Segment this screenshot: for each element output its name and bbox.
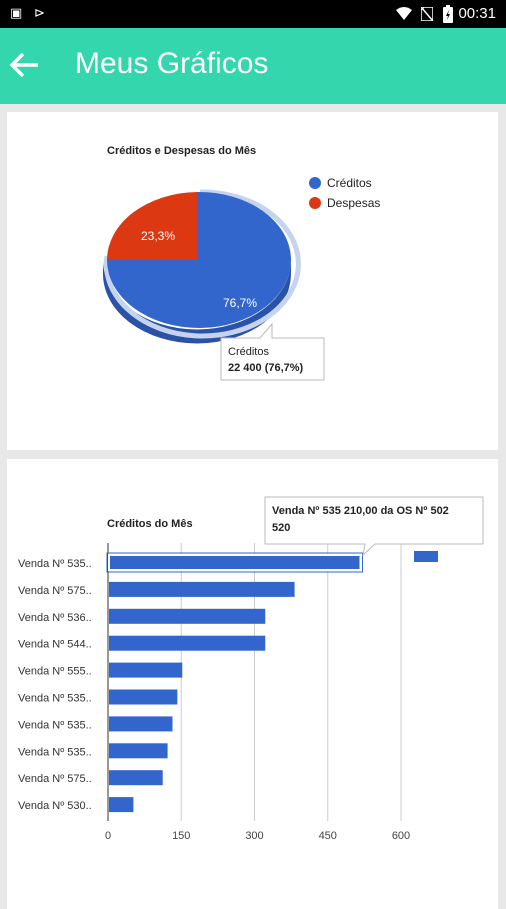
bar-category-label: Venda Nº 536.. — [18, 612, 92, 624]
pie-slice-creditos[interactable] — [107, 191, 291, 328]
bar-overflow-segment — [414, 551, 438, 562]
image-notification-icon: ▣ — [10, 6, 23, 21]
legend-label-despesas: Despesas — [327, 196, 380, 210]
bar-category-label: Venda Nº 535.. — [18, 719, 92, 731]
bar-1[interactable] — [109, 581, 295, 597]
page-title: Meus Gráficos — [75, 47, 269, 80]
x-tick-label: 0 — [105, 830, 111, 842]
play-notification-icon: ⊳ — [34, 6, 45, 21]
legend-label-creditos: Créditos — [327, 176, 372, 190]
bar-9[interactable] — [109, 797, 134, 813]
bar-selection-outline — [106, 552, 363, 573]
x-tick-label: 600 — [392, 830, 410, 842]
bar-category-label: Venda Nº 535.. — [18, 746, 92, 758]
bar-tooltip-line1: Venda Nº 535 210,00 da OS Nº 502 — [272, 505, 449, 517]
pie-selection-halo — [103, 189, 301, 339]
no-sim-icon — [421, 7, 433, 21]
bar-2[interactable] — [109, 608, 266, 624]
bar-category-label: Venda Nº 530.. — [18, 800, 92, 812]
x-tick-label: 300 — [245, 830, 263, 842]
wifi-icon — [396, 7, 412, 20]
bar-tooltip-line2: 520 — [272, 522, 290, 534]
bar-category-label: Venda Nº 575.. — [18, 773, 92, 785]
pie-tooltip-value: 22 400 (76,7%) — [228, 362, 304, 374]
pie-chart-card: Créditos e Despesas do Mês 76,7% 23,3% C… — [7, 112, 498, 450]
bar-category-label: Venda Nº 535.. — [18, 558, 92, 570]
bar-chart-title: Créditos do Mês — [107, 518, 193, 530]
pie-chart: 76,7% 23,3% Créditos Despesas Créditos 2… — [103, 176, 380, 381]
pie-label-creditos: 76,7% — [223, 296, 257, 310]
pie-chart-title: Créditos e Despesas do Mês — [107, 145, 257, 157]
bar-category-label: Venda Nº 544.. — [18, 639, 92, 651]
bar-4[interactable] — [109, 662, 183, 678]
pie-label-despesas: 23,3% — [141, 229, 175, 243]
bar-6[interactable] — [109, 716, 173, 732]
app-bar: Meus Gráficos — [0, 28, 506, 104]
bar-chart-card: Créditos do Mês Venda Nº 535.. Venda Nº 5… — [7, 459, 498, 909]
legend-swatch-creditos — [309, 177, 321, 189]
bar-3[interactable] — [109, 635, 266, 651]
pie-tooltip: Créditos 22 400 (76,7%) — [220, 322, 325, 381]
pie-tooltip-name: Créditos — [228, 346, 269, 358]
legend-swatch-despesas — [309, 197, 321, 209]
bar-8[interactable] — [109, 770, 163, 786]
status-bar: ▣ ⊳ 00:31 — [0, 0, 506, 28]
x-tick-label: 450 — [319, 830, 337, 842]
status-time: 00:31 — [458, 5, 496, 22]
bar-5[interactable] — [109, 689, 178, 705]
back-arrow-icon[interactable] — [8, 48, 42, 82]
x-tick-label: 150 — [172, 830, 190, 842]
bar-0[interactable] — [108, 554, 362, 571]
bar-category-label: Venda Nº 575.. — [18, 585, 92, 597]
bar-category-label: Venda Nº 555.. — [18, 666, 92, 678]
bar-tooltip: Venda Nº 535 210,00 da OS Nº 502 520 — [264, 496, 484, 557]
battery-charging-icon — [443, 5, 453, 23]
bar-category-label: Venda Nº 535.. — [18, 693, 92, 705]
bar-chart: Venda Nº 535.. Venda Nº 575.. Venda Nº 536… — [18, 496, 484, 842]
pie-slice-despesas[interactable] — [106, 192, 197, 260]
bar-7[interactable] — [109, 743, 168, 759]
